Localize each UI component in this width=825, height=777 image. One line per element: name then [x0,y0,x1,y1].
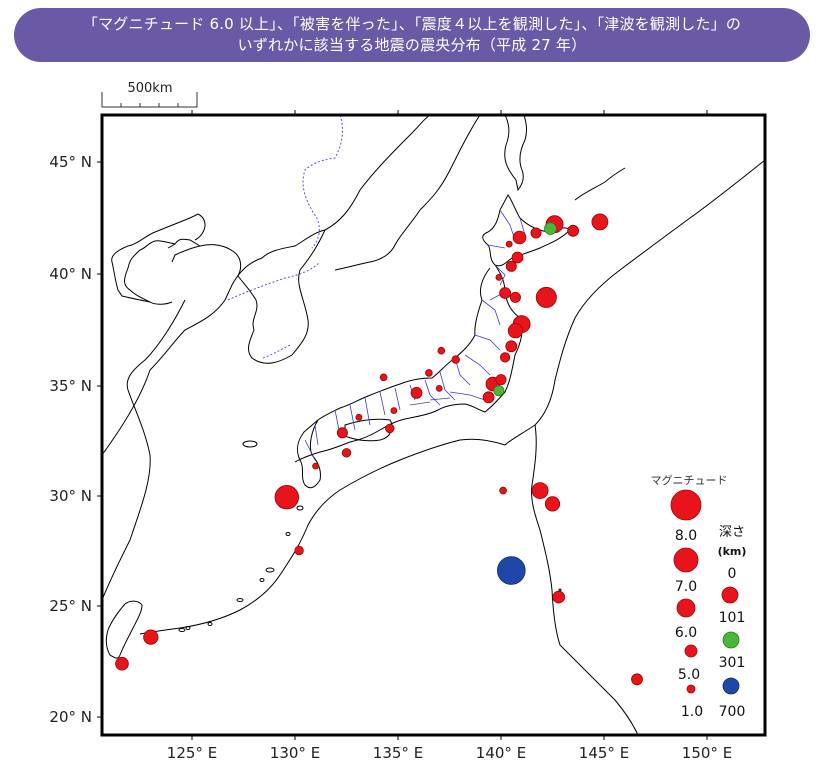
legend-mag-8-symbol [670,489,702,521]
epicenter-marker [552,590,565,604]
epicenter-marker [505,340,518,353]
epicenter-marker [544,222,557,235]
epicenter-marker [495,374,507,386]
epicenter-marker [493,385,505,397]
epicenter-marker [631,673,643,686]
legend-depth-deep-symbol [722,677,740,695]
legend-depth-intermediate-symbol [722,631,740,649]
epicenter-marker [451,355,460,364]
legend-depth-unit: (km) [718,545,747,558]
longitude-axis: 125° E 130° E 135° E 140° E 145° E 150° … [167,110,732,762]
epicenter-marker [505,260,517,272]
legend-mag-5-symbol [684,644,698,658]
map-geography [102,115,765,735]
title-line-2: いずれかに該当する地震の震央分布（平成 27 年） [237,36,587,54]
epicenter-marker [496,556,526,585]
legend-mag-label: 8.0 [675,528,697,544]
latitude-axis: 45° N 40° N 35° N 30° N 25° N 20° N [49,153,102,726]
epicenter-marker [274,485,300,510]
epicenter-marker [544,496,561,512]
epicenter-marker [567,224,579,237]
lat-label: 25° N [49,597,92,615]
epicenter-marker [336,427,348,439]
epicenter-marker [385,423,395,434]
legend-depth-label: 301 [719,655,746,671]
legend-mag-1-symbol [686,684,696,694]
legend-mag-label: 7.0 [675,579,697,595]
epicenter-marker [509,291,521,303]
legend-depth-label: 101 [719,610,746,626]
epicenter-marker [390,407,398,415]
legend-mag-6-symbol [676,598,696,618]
epicenter-marker [531,482,549,500]
lat-label: 40° N [49,265,92,283]
lat-label: 45° N [49,153,92,171]
title-line-1: 「マグニチュード 6.0 以上」、「被害を伴った」、「震度４以上を観測した」、「… [82,15,742,33]
lat-label: 35° N [49,377,92,395]
lat-label: 30° N [49,487,92,505]
epicenter-marker [355,413,363,421]
epicenter-marker [425,369,433,377]
legend-depth-label: 0 [728,566,737,582]
legend-mag-label: 5.0 [678,667,700,683]
scale-bar: 500km [101,81,198,108]
epicenter-marker [591,213,609,231]
epicenter-marker [499,486,507,495]
epicenter-marker [379,373,388,382]
epicenter-marker [512,230,527,245]
epicenter-marker [499,352,511,363]
epicenter-marker [507,323,524,339]
legend: マグニチュード 8.0 7.0 6.0 5.0 1.0 深さ (km) 0 10… [651,473,747,720]
lon-label: 130° E [270,744,320,762]
lon-label: 125° E [167,744,217,762]
epicenter-marker [437,346,446,355]
epicenter-marker [115,656,129,671]
epicenter-marker [312,462,320,470]
lon-label: 135° E [373,744,423,762]
epicenter-layer [115,213,643,686]
epicenter-marker [511,251,524,264]
lon-label: 150° E [682,744,732,762]
title-banner: 「マグニチュード 6.0 以上」、「被害を伴った」、「震度４以上を観測した」、「… [14,8,810,62]
legend-mag-label: 6.0 [675,625,697,641]
epicenter-marker [294,545,304,556]
epicenter-marker [505,240,513,248]
epicenter-marker [435,384,443,392]
epicenter-marker [530,227,542,239]
epicenter-marker [535,286,557,308]
lon-label: 140° E [476,744,526,762]
legend-magnitude-title: マグニチュード [651,473,728,487]
legend-mag-7-symbol [673,547,699,573]
lat-label: 20° N [49,708,92,726]
scale-bar-label: 500km [127,81,172,96]
legend-depth-shallow-symbol [721,586,739,604]
epicenter-marker [410,386,423,399]
epicenter-marker [499,287,512,299]
legend-depth-label: 700 [719,704,746,720]
map-frame [100,113,767,737]
legend-depth-title: 深さ [719,525,745,540]
epicenter-marker [482,391,495,404]
epicenter-marker [495,273,503,281]
legend-mag-label: 1.0 [681,704,703,720]
epicenter-marker [143,629,159,645]
epicenter-marker [341,448,352,458]
lon-label: 145° E [579,744,629,762]
